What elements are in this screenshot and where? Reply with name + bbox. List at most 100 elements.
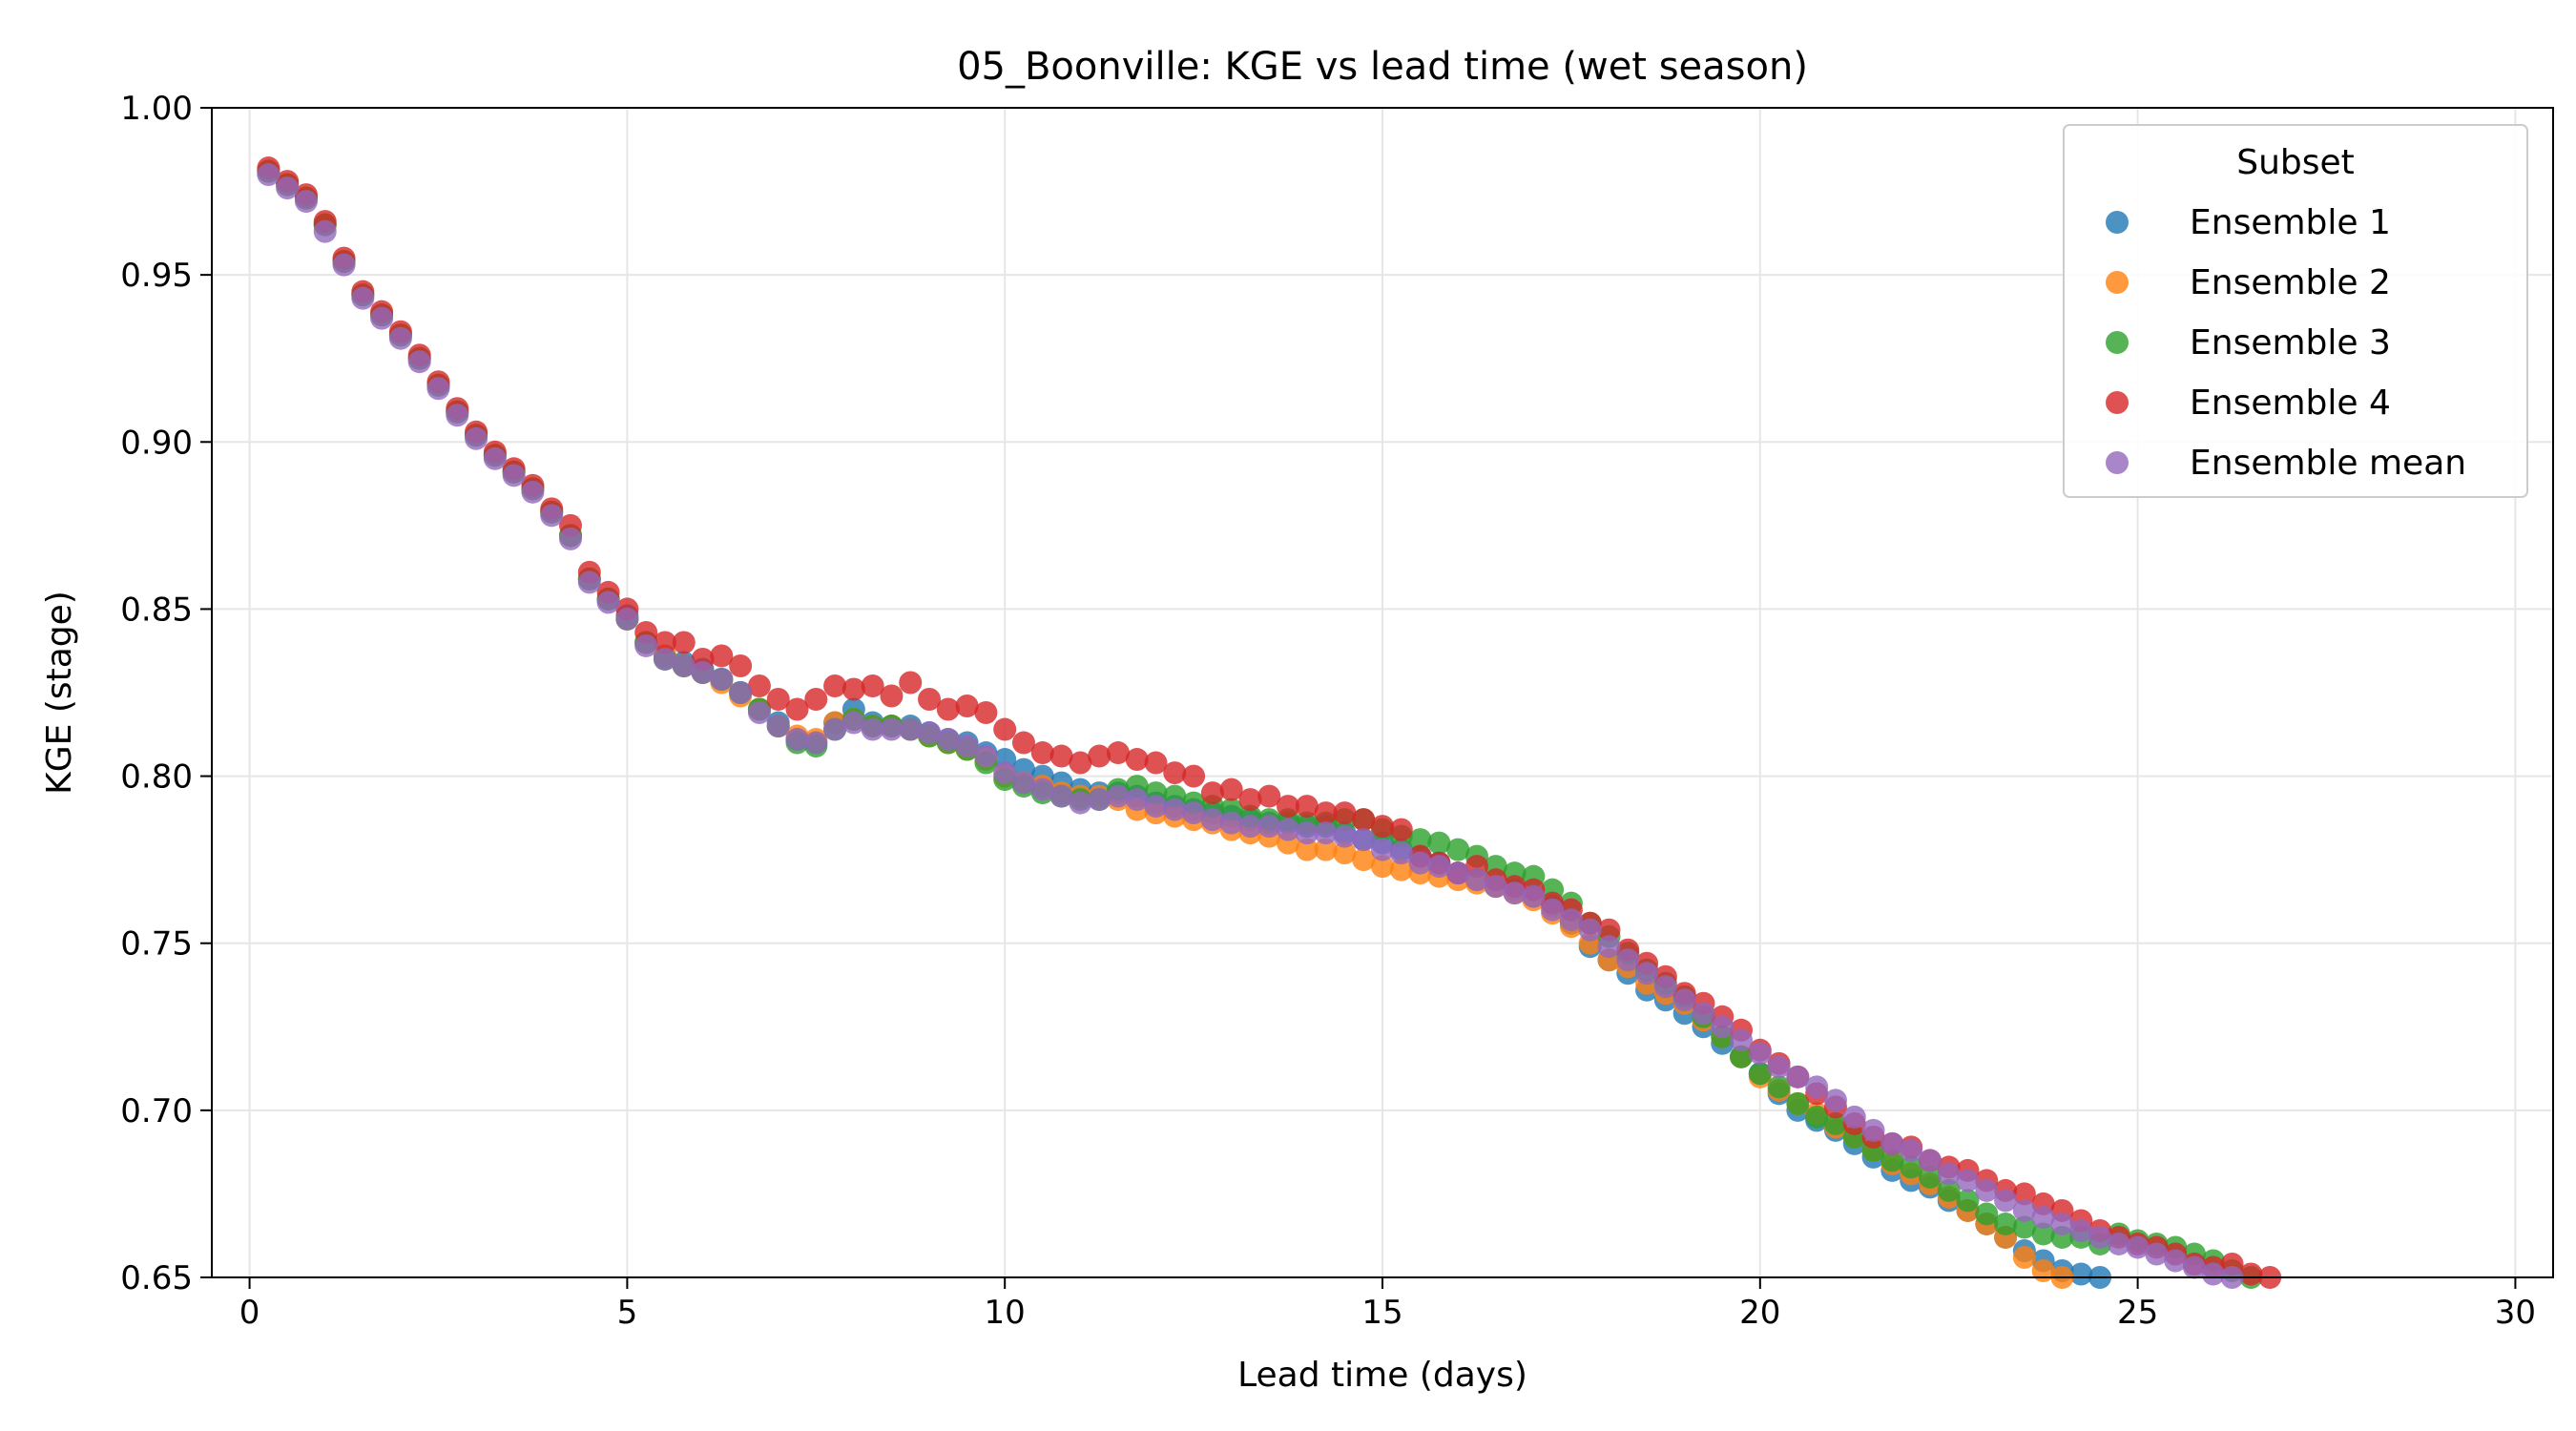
legend-item: Ensemble 2	[2106, 263, 2391, 302]
data-point	[1277, 818, 1300, 841]
data-point	[2145, 1242, 2169, 1266]
data-point	[1352, 808, 1376, 832]
data-point	[899, 671, 923, 695]
data-point	[1748, 1062, 1772, 1086]
y-tick-label: 1.00	[120, 90, 193, 128]
data-point	[747, 674, 771, 697]
x-tick-label: 10	[985, 1294, 1026, 1332]
data-point	[2012, 1182, 2036, 1206]
data-point	[1144, 795, 1168, 819]
data-point	[1011, 731, 1035, 755]
data-point	[2012, 1215, 2036, 1239]
data-point	[2031, 1258, 2055, 1282]
data-point	[1786, 1091, 1810, 1115]
data-point	[2088, 1225, 2112, 1249]
data-point	[1427, 855, 1451, 879]
data-point	[1088, 788, 1111, 812]
data-points	[257, 156, 2282, 1289]
data-point	[1730, 1028, 1754, 1052]
data-point	[2012, 1245, 2036, 1269]
data-point	[804, 731, 828, 755]
data-point	[1371, 838, 1394, 861]
data-point	[1389, 818, 1413, 841]
legend-label: Ensemble mean	[2190, 444, 2466, 483]
data-point	[1672, 988, 1696, 1012]
data-point	[1975, 1202, 1999, 1226]
data-point	[1238, 788, 1262, 812]
data-point	[2182, 1255, 2206, 1279]
data-point	[2012, 1198, 2036, 1222]
legend-marker	[2106, 391, 2129, 414]
data-point	[1106, 741, 1130, 765]
data-point	[1030, 741, 1054, 765]
data-point	[1994, 1212, 2018, 1235]
data-point	[1125, 788, 1149, 812]
data-point	[577, 570, 601, 594]
data-point	[596, 591, 620, 614]
data-point	[804, 688, 828, 712]
legend-item: Ensemble mean	[2106, 444, 2466, 483]
data-point	[729, 681, 753, 704]
data-point	[1823, 1111, 1847, 1135]
y-tick-label: 0.95	[120, 257, 193, 295]
data-point	[1182, 764, 1206, 788]
x-tick-label: 0	[239, 1294, 260, 1332]
data-point	[1144, 751, 1168, 775]
data-point	[388, 326, 412, 350]
data-point	[1711, 1015, 1735, 1039]
data-point	[1880, 1131, 1904, 1155]
x-tick-label: 25	[2117, 1294, 2158, 1332]
data-point	[841, 677, 865, 701]
data-point	[823, 717, 847, 741]
legend-title: Subset	[2236, 143, 2355, 182]
data-point	[1371, 855, 1394, 879]
legend-item: Ensemble 4	[2106, 384, 2391, 423]
data-point	[1163, 761, 1187, 785]
data-point	[2126, 1235, 2150, 1259]
y-tick-label: 0.80	[120, 758, 193, 797]
data-point	[1730, 1045, 1754, 1068]
data-point	[785, 697, 809, 721]
data-point	[1295, 821, 1319, 845]
data-point	[1653, 975, 1677, 999]
y-tick-label: 0.85	[120, 591, 193, 629]
data-point	[1900, 1138, 1923, 1162]
data-point	[1597, 918, 1621, 942]
legend-marker	[2106, 331, 2129, 354]
data-point	[2201, 1262, 2225, 1286]
data-point	[1748, 1042, 1772, 1066]
data-point	[1484, 875, 1507, 899]
data-point	[1088, 744, 1111, 768]
data-point	[653, 631, 676, 654]
legend-marker	[2106, 451, 2129, 474]
data-point	[1277, 795, 1300, 819]
data-point	[502, 464, 526, 487]
legend-box	[2063, 124, 2528, 498]
data-point	[1049, 744, 1073, 768]
data-point	[1578, 918, 1602, 942]
legend-label: Ensemble 3	[2190, 323, 2391, 363]
x-tick-label: 15	[1361, 1294, 1402, 1332]
y-axis-label: KGE (stage)	[40, 591, 79, 795]
data-point	[559, 527, 583, 550]
data-point	[785, 728, 809, 752]
data-point	[1011, 771, 1035, 795]
legend: Subset Ensemble 1 Ensemble 2 Ensemble 3 Ens…	[2063, 124, 2528, 498]
data-point	[1333, 841, 1357, 865]
legend-label: Ensemble 4	[2190, 384, 2391, 423]
data-point	[993, 717, 1017, 741]
data-point	[766, 715, 790, 738]
legend-item: Ensemble 1	[2106, 203, 2391, 242]
data-point	[955, 735, 979, 758]
data-point	[1465, 868, 1488, 892]
data-point	[1786, 1065, 1810, 1089]
data-point	[1861, 1118, 1885, 1142]
data-point	[257, 163, 280, 187]
data-point	[1257, 784, 1281, 808]
data-point	[1823, 1089, 1847, 1112]
data-point	[1692, 1002, 1715, 1026]
data-point	[1125, 748, 1149, 772]
data-point	[1163, 798, 1187, 821]
data-point	[1333, 824, 1357, 848]
